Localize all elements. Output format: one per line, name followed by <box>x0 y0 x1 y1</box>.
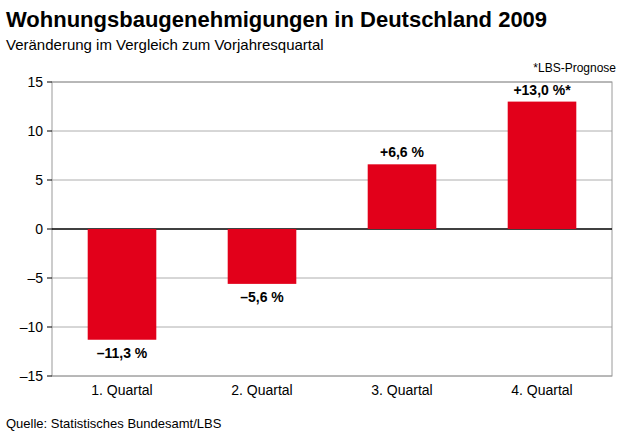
y-tick <box>47 82 52 83</box>
bar <box>88 229 157 340</box>
y-tick <box>47 278 52 279</box>
y-tick <box>47 131 52 132</box>
y-tick <box>47 180 52 181</box>
bars <box>88 102 577 340</box>
labels: –11,3 % –5,6 % +6,6 % +13,0 %* <box>97 82 571 361</box>
y-tick <box>47 376 52 377</box>
y-tick-label: 15 <box>27 74 43 90</box>
y-tick-label: 5 <box>35 172 43 188</box>
x-tick-label: 1. Quartal <box>91 382 152 398</box>
bar <box>508 102 577 229</box>
chart-svg: Wohnungsbaugenehmigungen in Deutschland … <box>0 0 630 441</box>
y-tick-label: –5 <box>27 270 43 286</box>
bar <box>228 229 297 284</box>
y-tick-label: –15 <box>20 368 44 384</box>
data-label: +6,6 % <box>380 144 425 160</box>
data-label: +13,0 %* <box>513 82 571 98</box>
source: Quelle: Statistisches Bundesamt/LBS <box>6 416 222 431</box>
x-tick-label: 3. Quartal <box>371 382 432 398</box>
annotation: *LBS-Prognose <box>533 61 616 75</box>
chart-container: Wohnungsbaugenehmigungen in Deutschland … <box>0 0 630 441</box>
data-label: –11,3 % <box>97 345 148 361</box>
grid-line <box>52 376 612 377</box>
subtitle: Veränderung im Vergleich zum Vorjahresqu… <box>6 36 324 53</box>
y-tick-label: –10 <box>20 319 44 335</box>
y-tick <box>47 327 52 328</box>
x-tick-label: 2. Quartal <box>231 382 292 398</box>
plot-frame <box>52 82 612 376</box>
y-tick-label: 10 <box>27 123 43 139</box>
y-tick <box>47 229 52 230</box>
bar <box>368 164 437 229</box>
x-tick-label: 4. Quartal <box>511 382 572 398</box>
y-tick-label: 0 <box>35 221 43 237</box>
data-label: –5,6 % <box>240 289 284 305</box>
title: Wohnungsbaugenehmigungen in Deutschland … <box>6 7 547 32</box>
